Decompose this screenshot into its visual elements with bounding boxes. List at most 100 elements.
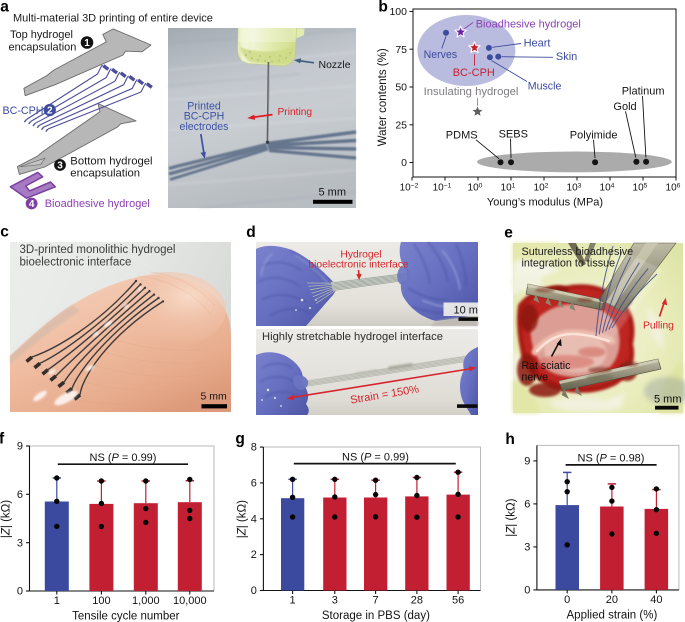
svg-text:4: 4 bbox=[29, 199, 35, 210]
svg-text:7: 7 bbox=[373, 595, 379, 607]
svg-text:5 mm: 5 mm bbox=[201, 391, 228, 403]
svg-text:2: 2 bbox=[47, 105, 53, 116]
svg-text:Muscle: Muscle bbox=[528, 80, 562, 92]
svg-text:105: 105 bbox=[633, 182, 648, 193]
svg-text:40: 40 bbox=[650, 594, 662, 606]
svg-text:Pulling: Pulling bbox=[643, 321, 674, 332]
svg-text:Hydrogel: Hydrogel bbox=[340, 250, 381, 261]
svg-text:0: 0 bbox=[524, 585, 530, 597]
svg-text:f: f bbox=[0, 431, 5, 448]
svg-text:25: 25 bbox=[395, 119, 407, 131]
svg-text:Printed: Printed bbox=[187, 100, 221, 112]
svg-text:10,000: 10,000 bbox=[173, 595, 207, 607]
svg-text:Heart: Heart bbox=[524, 38, 551, 50]
svg-text:8: 8 bbox=[251, 442, 257, 454]
svg-text:Applied strain (%): Applied strain (%) bbox=[567, 609, 658, 621]
svg-text:e: e bbox=[504, 225, 513, 242]
svg-text:Tensile cycle number: Tensile cycle number bbox=[72, 611, 180, 622]
svg-text:integration to tissue: integration to tissue bbox=[522, 258, 616, 270]
svg-text:Bioadhesive hydrogel: Bioadhesive hydrogel bbox=[45, 198, 150, 210]
svg-text:1: 1 bbox=[84, 38, 90, 49]
svg-text:Rat sciatic: Rat sciatic bbox=[522, 360, 572, 372]
svg-text:Highly stretchable hydrogel in: Highly stretchable hydrogel interface bbox=[262, 331, 443, 343]
svg-text:0: 0 bbox=[251, 585, 257, 597]
svg-text:6: 6 bbox=[524, 499, 530, 511]
svg-text:3D-printed monolithic hydrogel: 3D-printed monolithic hydrogel bbox=[20, 244, 176, 256]
svg-text:Gold: Gold bbox=[613, 101, 636, 113]
svg-text:75: 75 bbox=[395, 44, 407, 56]
svg-text:bioelectronic interface: bioelectronic interface bbox=[308, 260, 408, 271]
svg-text:Polyimide: Polyimide bbox=[570, 130, 618, 142]
svg-text:h: h bbox=[505, 431, 514, 448]
svg-text:3: 3 bbox=[524, 542, 530, 554]
svg-text:|Z| (kΩ): |Z| (kΩ) bbox=[237, 500, 249, 538]
svg-text:10−2: 10−2 bbox=[400, 182, 419, 193]
svg-text:|Z| (kΩ): |Z| (kΩ) bbox=[1, 500, 13, 538]
svg-text:a: a bbox=[0, 0, 9, 15]
svg-text:50: 50 bbox=[395, 82, 407, 94]
svg-text:electrodes: electrodes bbox=[180, 121, 229, 133]
svg-text:bioelectronic interface: bioelectronic interface bbox=[20, 257, 132, 269]
svg-text:2: 2 bbox=[251, 549, 257, 561]
svg-text:nerve: nerve bbox=[522, 372, 549, 384]
svg-text:10−1: 10−1 bbox=[433, 182, 452, 193]
svg-text:101: 101 bbox=[501, 182, 516, 193]
svg-text:BC-CPH: BC-CPH bbox=[184, 111, 225, 123]
svg-text:3: 3 bbox=[332, 595, 338, 607]
svg-text:6: 6 bbox=[251, 478, 257, 490]
svg-text:encapsulation: encapsulation bbox=[70, 167, 140, 179]
svg-text:PDMS: PDMS bbox=[446, 130, 478, 142]
svg-text:9: 9 bbox=[524, 456, 530, 468]
svg-text:100: 100 bbox=[389, 6, 407, 18]
svg-text:Top hydrogel: Top hydrogel bbox=[10, 29, 73, 41]
svg-text:5 mm: 5 mm bbox=[319, 187, 347, 199]
svg-text:BC-CPH: BC-CPH bbox=[3, 105, 44, 117]
svg-text:0: 0 bbox=[17, 586, 23, 598]
svg-text:NS (P = 0.98): NS (P = 0.98) bbox=[578, 452, 645, 464]
svg-text:56: 56 bbox=[452, 595, 464, 607]
svg-text:1,000: 1,000 bbox=[132, 595, 160, 607]
svg-text:20: 20 bbox=[606, 594, 618, 606]
svg-text:NS (P = 0.99): NS (P = 0.99) bbox=[342, 451, 409, 463]
svg-text:100: 100 bbox=[92, 595, 110, 607]
svg-text:1: 1 bbox=[54, 595, 60, 607]
svg-text:28: 28 bbox=[411, 595, 423, 607]
svg-text:Skin: Skin bbox=[556, 51, 577, 63]
svg-text:|Z| (kΩ): |Z| (kΩ) bbox=[506, 498, 518, 536]
svg-text:103: 103 bbox=[567, 182, 582, 193]
svg-text:5 mm: 5 mm bbox=[654, 394, 682, 406]
svg-text:3: 3 bbox=[17, 537, 23, 549]
svg-text:Bottom hydrogel: Bottom hydrogel bbox=[70, 156, 152, 168]
svg-text:Water contents (%): Water contents (%) bbox=[377, 48, 389, 146]
svg-text:Young’s modulus (MPa): Young’s modulus (MPa) bbox=[487, 197, 603, 209]
svg-text:d: d bbox=[246, 224, 255, 241]
svg-text:NS (P = 0.99): NS (P = 0.99) bbox=[90, 452, 157, 464]
svg-text:102: 102 bbox=[534, 182, 549, 193]
svg-text:Bioadhesive hydrogel: Bioadhesive hydrogel bbox=[476, 19, 581, 31]
svg-text:Nozzle: Nozzle bbox=[319, 59, 351, 71]
svg-text:4: 4 bbox=[251, 513, 257, 525]
svg-text:c: c bbox=[0, 224, 9, 241]
svg-text:104: 104 bbox=[600, 182, 615, 193]
svg-text:3: 3 bbox=[57, 160, 63, 171]
svg-text:encapsulation: encapsulation bbox=[9, 41, 77, 53]
svg-text:Insulating hydrogel: Insulating hydrogel bbox=[424, 86, 519, 98]
svg-text:Nerves: Nerves bbox=[424, 49, 458, 61]
svg-text:Platinum: Platinum bbox=[622, 86, 665, 98]
svg-text:SEBS: SEBS bbox=[499, 129, 528, 141]
svg-text:1: 1 bbox=[290, 595, 296, 607]
svg-text:0: 0 bbox=[401, 157, 407, 169]
svg-text:BC-CPH: BC-CPH bbox=[453, 67, 495, 79]
svg-text:10 mm: 10 mm bbox=[454, 304, 488, 316]
svg-text:0: 0 bbox=[564, 594, 570, 606]
svg-text:g: g bbox=[235, 431, 244, 448]
svg-text:6: 6 bbox=[17, 489, 23, 501]
svg-text:Storage in PBS (day): Storage in PBS (day) bbox=[322, 610, 430, 622]
svg-text:Printing: Printing bbox=[278, 107, 313, 118]
svg-text:100: 100 bbox=[468, 182, 483, 193]
svg-text:106: 106 bbox=[666, 182, 681, 193]
svg-text:b: b bbox=[378, 0, 387, 16]
svg-text:Multi-material 3D printing of: Multi-material 3D printing of entire dev… bbox=[13, 13, 213, 25]
svg-text:Sutureless bioadhesive: Sutureless bioadhesive bbox=[522, 246, 634, 258]
svg-text:9: 9 bbox=[17, 441, 23, 453]
